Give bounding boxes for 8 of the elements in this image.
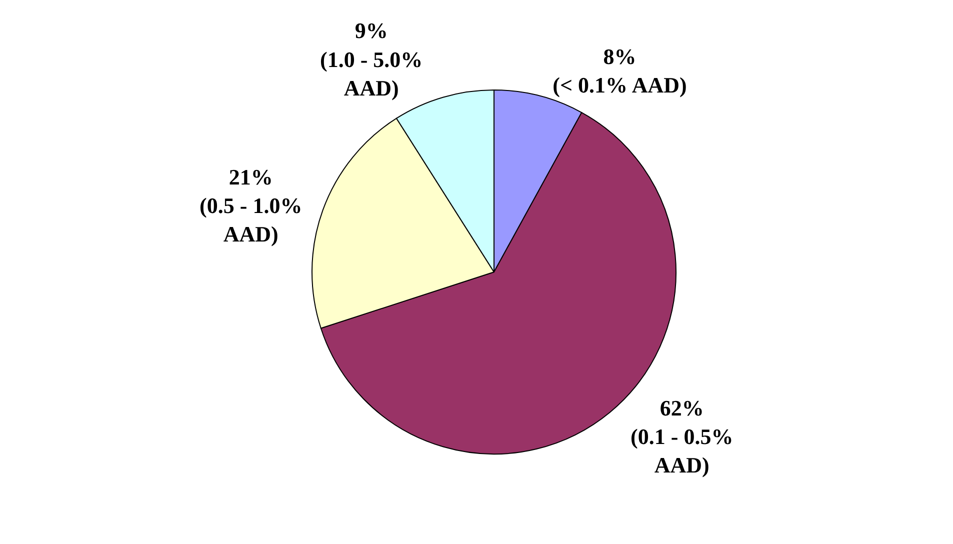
- data-label: 62%: [660, 396, 704, 421]
- slice-label: (1.0 - 5.0% AAD): [320, 46, 423, 100]
- slice-label: (0.1 - 0.5% AAD): [630, 424, 734, 478]
- slice-label: (0.5 - 1.0% AAD): [200, 193, 302, 247]
- data-label: 8%: [603, 44, 636, 69]
- data-label: 9%: [354, 18, 388, 44]
- slice-label: (< 0.1% AAD): [552, 72, 687, 98]
- data-label: 21%: [228, 164, 273, 190]
